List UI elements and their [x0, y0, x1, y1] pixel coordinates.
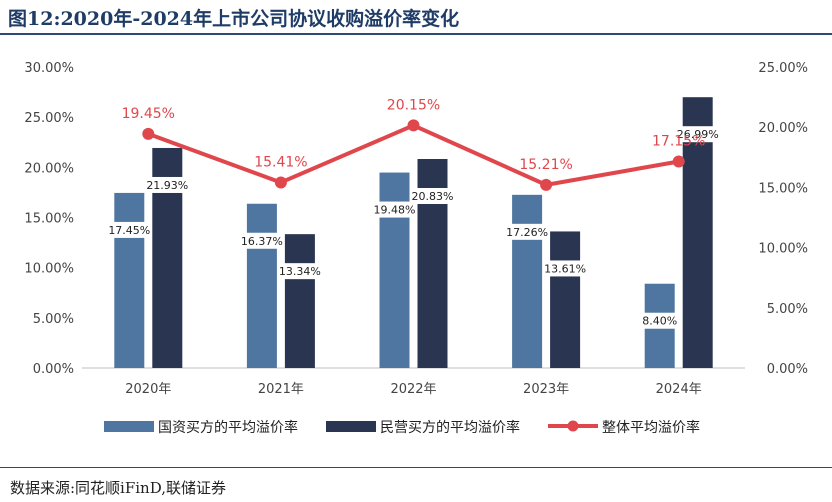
overall-data-label: 17.15%	[652, 134, 705, 150]
left-tick-label: 5.00%	[33, 312, 74, 327]
bar-data-label: 17.45%	[108, 224, 150, 237]
bar-label-bg	[239, 232, 284, 249]
legend: 国资买方的平均溢价率 民营买方的平均溢价率 整体平均溢价率	[104, 419, 700, 436]
left-tick-label: 10.00%	[24, 262, 74, 277]
category-label: 2024年	[656, 382, 702, 397]
left-tick-label: 20.00%	[24, 161, 74, 176]
overall-point-0	[142, 127, 155, 140]
bar-state-1	[246, 203, 277, 368]
source-note: 数据来源:同花顺iFinD,联储证券	[10, 479, 226, 497]
bar-label-bg	[372, 201, 417, 218]
bar-state-3	[512, 194, 543, 368]
overall-line	[147, 123, 680, 187]
right-axis-ticks: 0.00% 5.00% 10.00% 15.00% 20.00% 25.00%	[758, 61, 808, 377]
bar-data-labels: 17.45% 16.37% 19.48% 17.26% 8.40% 21.93% 13.34…	[107, 126, 720, 329]
bar-label-bg	[107, 221, 152, 238]
overall-data-label: 19.45%	[122, 106, 175, 122]
category-label: 2020年	[125, 382, 171, 397]
bar-label-bg	[675, 126, 720, 143]
bar-label-bg	[410, 188, 455, 205]
left-tick-label: 0.00%	[33, 362, 74, 377]
overall-point-4	[672, 155, 685, 168]
overall-point-2	[407, 119, 420, 132]
left-tick-label: 15.00%	[24, 212, 74, 227]
overall-data-label: 15.41%	[254, 154, 307, 170]
right-tick-label: 20.00%	[758, 121, 808, 136]
bar-label-bg	[543, 260, 588, 277]
bar-data-label: 8.40%	[642, 315, 677, 328]
bar-data-label: 13.61%	[544, 262, 586, 275]
bar-data-label: 16.37%	[241, 235, 283, 248]
right-tick-label: 25.00%	[758, 61, 808, 76]
bar-label-bg	[145, 176, 190, 193]
bar-data-label: 21.93%	[146, 179, 188, 192]
overall-data-label: 20.15%	[387, 97, 440, 113]
legend-label-private: 民营买方的平均溢价率	[380, 419, 520, 436]
legend-label-overall: 整体平均溢价率	[602, 419, 700, 436]
right-tick-label: 0.00%	[767, 362, 808, 377]
bars	[114, 97, 713, 369]
left-axis-ticks: 0.00% 5.00% 10.00% 15.00% 20.00% 25.00% 30.00%	[24, 61, 74, 377]
bar-state-0	[114, 192, 145, 368]
left-tick-label: 25.00%	[24, 111, 74, 126]
right-tick-label: 10.00%	[758, 242, 808, 257]
bottom-rule	[0, 467, 832, 468]
bar-label-bg	[637, 312, 682, 329]
bar-label-bg	[277, 263, 322, 280]
category-labels: 2020年 2021年 2022年 2023年 2024年	[125, 382, 701, 397]
bar-private-4	[682, 97, 713, 369]
bar-label-bg	[505, 223, 550, 240]
bar-data-label: 13.34%	[279, 265, 321, 278]
left-tick-label: 30.00%	[24, 61, 74, 76]
legend-swatch-state	[104, 421, 154, 432]
legend-swatch-private	[326, 421, 376, 432]
category-label: 2021年	[258, 382, 304, 397]
bar-data-label: 20.83%	[412, 190, 454, 203]
legend-swatch-overall-dot	[567, 420, 579, 432]
title-rule	[0, 33, 832, 35]
bar-data-label: 26.99%	[677, 128, 719, 141]
overall-point-3	[540, 178, 553, 191]
bar-private-1	[284, 234, 315, 368]
legend-label-state: 国资买方的平均溢价率	[158, 419, 298, 436]
figure-title: 图12:2020年-2024年上市公司协议收购溢价率变化	[8, 8, 460, 30]
bar-data-label: 19.48%	[374, 204, 416, 217]
category-label: 2022年	[390, 382, 436, 397]
overall-data-label: 15.21%	[519, 157, 572, 173]
bar-private-3	[550, 231, 581, 368]
overall-point-1	[274, 176, 287, 189]
right-tick-label: 5.00%	[767, 302, 808, 317]
line-series: 19.45% 15.41% 20.15% 15.21% 17.15%	[122, 97, 705, 191]
right-tick-label: 15.00%	[758, 181, 808, 196]
bar-data-label: 17.26%	[506, 226, 548, 239]
category-label: 2023年	[523, 382, 569, 397]
chart: 0.00% 5.00% 10.00% 15.00% 20.00% 25.00% 30.00%…	[24, 61, 808, 436]
